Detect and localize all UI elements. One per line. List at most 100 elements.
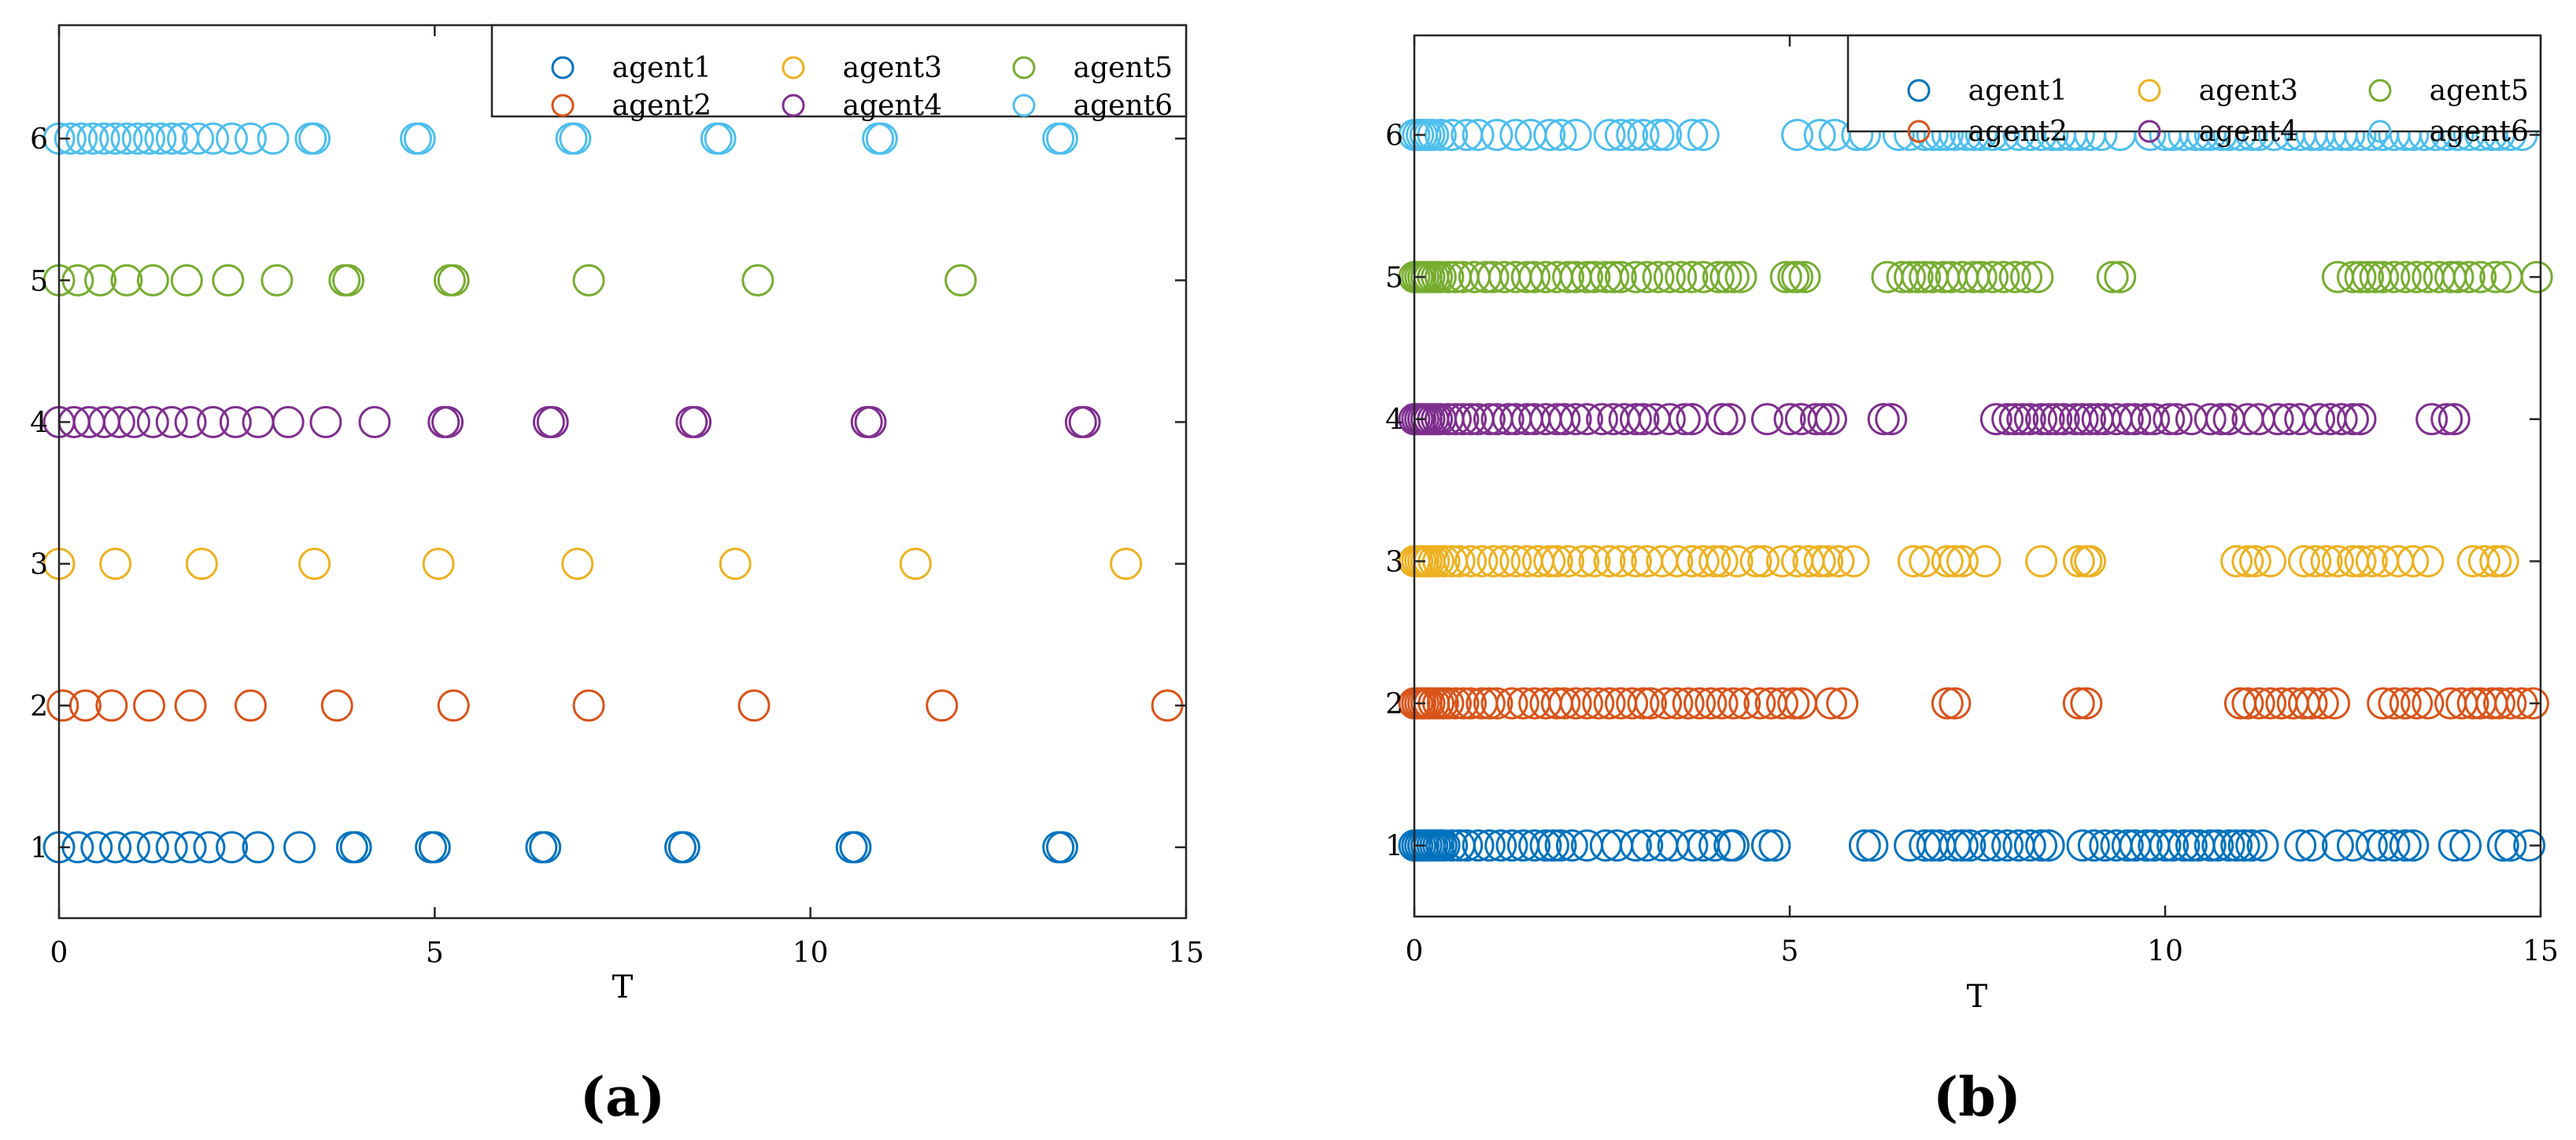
marker-agent6-14 — [216, 122, 249, 155]
marker-agent4-4 — [102, 405, 135, 438]
marker-agent1-17 — [529, 831, 562, 864]
marker-agent5-68 — [2389, 260, 2422, 293]
marker-agent4-18 — [536, 405, 569, 438]
marker-agent2-30 — [1650, 687, 1683, 720]
marker-agent4-74 — [2303, 403, 2336, 436]
marker-agent2-7 — [437, 689, 470, 722]
marker-agent3-67 — [2412, 544, 2445, 577]
marker-agent6-17 — [1604, 118, 1637, 151]
marker-agent2-28 — [1627, 687, 1660, 720]
marker-agent2-0 — [46, 689, 79, 722]
marker-agent1-33 — [1698, 829, 1732, 862]
marker-agent4-35 — [1713, 403, 1746, 436]
legend-marker-agent2 — [551, 94, 575, 117]
legend-label-agent2: agent2 — [1968, 116, 2068, 148]
marker-agent6-19 — [1627, 118, 1660, 151]
marker-agent2-4 — [174, 689, 207, 722]
y-tick-label-2: 3 — [30, 549, 48, 581]
marker-agent5-75 — [2464, 260, 2497, 293]
legend-label-agent1: agent1 — [612, 52, 711, 84]
marker-agent6-20 — [1642, 118, 1675, 151]
panel-a-legend-box — [490, 24, 1188, 118]
marker-agent6-13 — [197, 122, 230, 155]
marker-agent6-25 — [1803, 118, 1836, 151]
marker-agent5-30 — [1642, 260, 1675, 293]
marker-agent4-76 — [2325, 403, 2358, 436]
marker-agent2-61 — [2389, 687, 2422, 720]
x-tick-label-3: 15 — [1168, 937, 1204, 969]
marker-agent2-40 — [1765, 687, 1798, 720]
marker-agent5-39 — [1769, 260, 1802, 293]
marker-agent1-64 — [2168, 829, 2201, 862]
y-tick-label-0: 1 — [1385, 831, 1403, 863]
marker-agent5-73 — [2441, 260, 2474, 293]
legend-marker-agent3 — [782, 56, 805, 79]
marker-agent3-40 — [1811, 544, 1844, 577]
marker-agent4-79 — [2415, 403, 2448, 436]
marker-agent1-80 — [2378, 829, 2411, 862]
marker-agent3-12 — [1465, 544, 1499, 577]
y-tick-label-5: 6 — [30, 124, 48, 156]
marker-agent2-50 — [2231, 687, 2264, 720]
marker-agent4-45 — [1991, 403, 2024, 436]
marker-agent3-45 — [1931, 544, 1964, 577]
marker-agent3-21 — [1567, 544, 1600, 577]
marker-agent1-63 — [2157, 829, 2190, 862]
marker-agent1-19 — [1518, 829, 1551, 862]
marker-agent1-23 — [1045, 831, 1078, 864]
marker-agent2-11 — [1447, 687, 1480, 720]
marker-agent1-7 — [174, 831, 207, 864]
marker-agent1-21 — [839, 831, 872, 864]
marker-agent3-47 — [1946, 544, 1979, 577]
marker-agent4-77 — [2337, 403, 2369, 436]
marker-agent3-34 — [1739, 544, 1772, 577]
marker-agent5-32 — [1665, 260, 1698, 293]
marker-agent6-13 — [1533, 118, 1566, 151]
marker-agent6-10 — [1480, 118, 1513, 151]
marker-agent1-3 — [99, 831, 132, 864]
marker-agent1-87 — [2513, 829, 2546, 862]
marker-agent5-58 — [2021, 260, 2054, 293]
marker-agent2-57 — [2306, 687, 2339, 720]
marker-agent2-8 — [572, 689, 605, 722]
marker-agent4-37 — [1773, 403, 1806, 436]
marker-agent6-8 — [133, 122, 166, 155]
marker-agent5-6 — [212, 264, 245, 297]
marker-agent1-76 — [2321, 829, 2354, 862]
marker-agent2-58 — [2318, 687, 2351, 720]
marker-agent5-36 — [1709, 260, 1743, 293]
marker-agent3-54 — [2231, 544, 2264, 577]
x-tick-label-1: 5 — [1781, 935, 1799, 968]
marker-agent3-71 — [2486, 544, 2519, 577]
marker-agent6-15 — [1559, 118, 1592, 151]
marker-agent6-1 — [54, 122, 87, 155]
marker-agent1-14 — [1462, 829, 1495, 862]
marker-agent3-49 — [2025, 544, 2058, 577]
marker-agent1-74 — [2284, 829, 2317, 862]
marker-agent1-11 — [1436, 829, 1469, 862]
marker-agent2-59 — [2367, 687, 2400, 720]
marker-agent1-65 — [2175, 829, 2208, 862]
x-tick-label-1: 5 — [426, 937, 444, 969]
marker-agent3-13 — [1476, 544, 1510, 577]
legend-marker-agent4 — [2138, 120, 2161, 143]
marker-agent1-4 — [117, 831, 150, 864]
marker-agent1-78 — [2355, 829, 2388, 862]
marker-agent5-59 — [2096, 260, 2129, 293]
marker-agent2-38 — [1743, 687, 1776, 720]
marker-agent4-67 — [2205, 403, 2238, 436]
legend-label-agent1: agent1 — [1968, 75, 2068, 107]
marker-agent4-16 — [1491, 403, 1525, 436]
marker-agent3-31 — [1698, 544, 1732, 577]
legend-label-agent6: agent6 — [2430, 116, 2529, 148]
marker-agent6-28 — [1045, 122, 1078, 155]
marker-agent4-59 — [2111, 403, 2144, 436]
panel-a-legend: agent1 agent2 agent3 agent4 agent5 agent6 — [490, 24, 1188, 122]
marker-agent6-21 — [1650, 118, 1683, 151]
marker-agent1-72 — [2235, 829, 2268, 862]
marker-agent2-10 — [1439, 687, 1472, 720]
marker-agent2-31 — [1661, 687, 1694, 720]
marker-agent1-6 — [155, 831, 188, 864]
